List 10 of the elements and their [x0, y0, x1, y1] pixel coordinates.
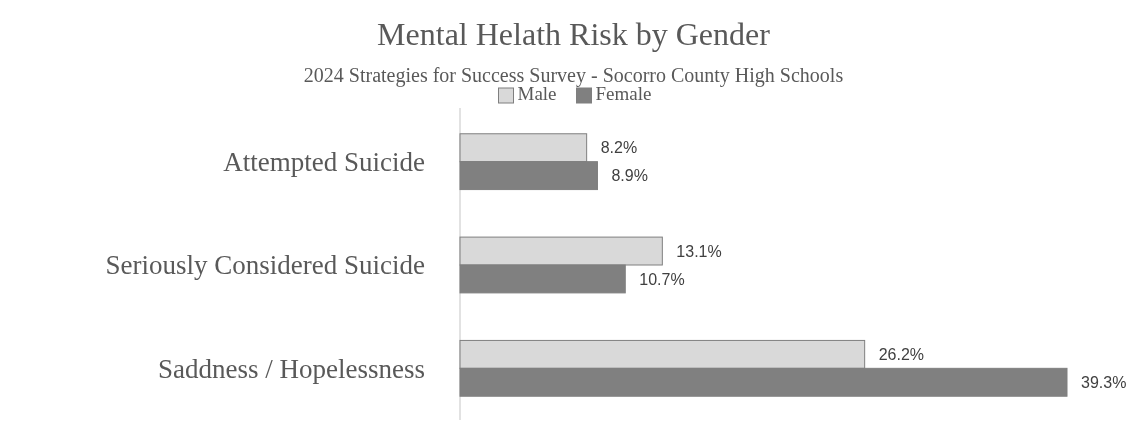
y-tick-label: Seriously Considered Suicide: [105, 250, 426, 281]
data-label: 8.2%: [600, 139, 638, 157]
data-label: 39.3%: [1081, 373, 1127, 391]
chart-title: Mental Helath Risk by Gender: [377, 16, 771, 52]
data-label: 26.2%: [878, 345, 925, 363]
data-label: 13.1%: [676, 242, 722, 260]
data-label: 10.7%: [639, 270, 685, 288]
data-label: 8.9%: [611, 167, 648, 185]
y-tick-label: Saddness / Hopelessness: [158, 353, 425, 384]
y-tick-label: Attempted Suicide: [223, 147, 426, 178]
